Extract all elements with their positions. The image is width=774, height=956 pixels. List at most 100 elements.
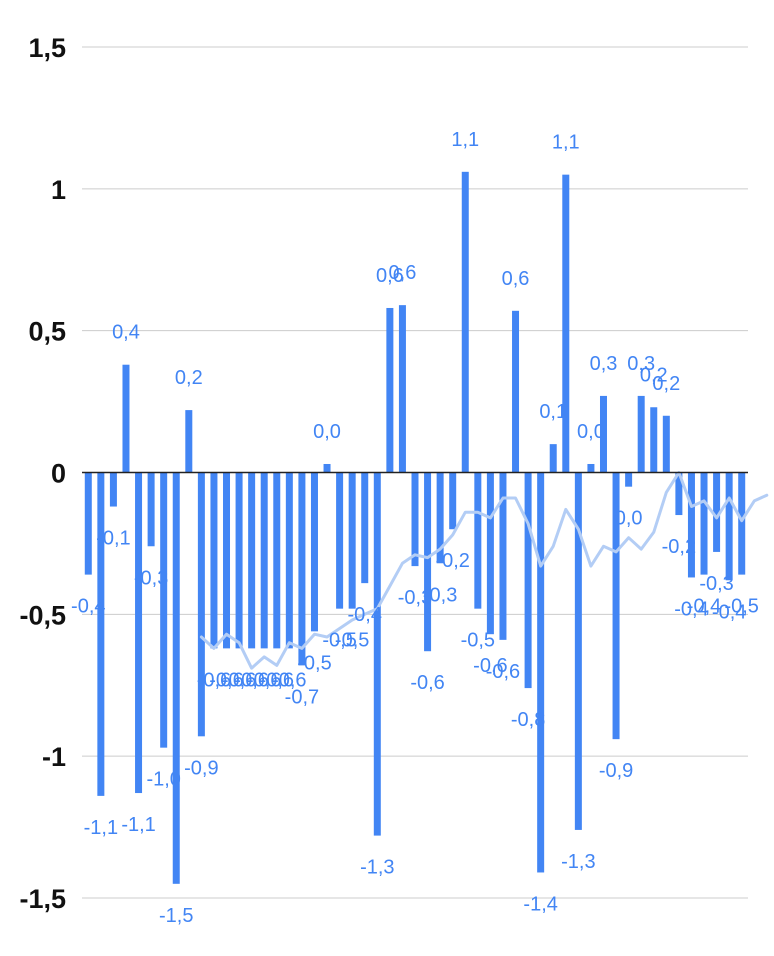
bar [260,472,268,649]
bar [637,395,645,473]
data-label: -0,6 [234,669,268,691]
data-label: 0,3 [590,353,618,375]
data-label: -0,5 [724,596,758,618]
bar [147,472,155,547]
bar [725,472,733,581]
data-label: -0,8 [511,709,545,731]
bar [273,472,281,649]
data-label: -0,2 [435,550,469,572]
bar [398,305,406,473]
bar [185,410,193,473]
gridlines [82,46,748,899]
bar [285,472,293,649]
bar [687,472,695,578]
bar [248,472,256,649]
bar [323,463,331,473]
data-label: -0,2 [662,536,696,558]
bar [449,472,457,530]
data-label: -0,3 [423,584,457,606]
data-label: 0,2 [652,373,680,395]
bar [122,364,130,473]
data-label: -1,3 [360,857,394,879]
bar [386,307,394,473]
bar [411,472,419,567]
bar [310,472,318,632]
bar [562,174,570,473]
data-label: -0,4 [674,598,708,620]
bar [713,472,721,552]
data-label: -0,6 [209,669,243,691]
bar [373,472,381,836]
bar [700,472,708,575]
bar [172,472,180,884]
bar [298,472,306,666]
y-tick-label: 0 [51,459,66,489]
bar [625,472,633,487]
y-tick-label: -1,5 [19,884,66,914]
y-tick-label: -1 [42,742,66,772]
data-label: -0,6 [260,669,294,691]
y-tick-label: 0,5 [28,317,66,347]
bar [223,472,231,649]
data-label: -0,4 [348,604,382,626]
y-tick-label: 1 [51,175,66,205]
bar [486,472,494,635]
data-label: -1,4 [523,893,557,915]
bar [235,472,243,649]
data-label: -1,3 [561,851,595,873]
trend-line [199,471,769,670]
data-label: -0,5 [335,630,369,652]
data-label: -0,3 [398,587,432,609]
data-label: -1,5 [159,905,193,927]
y-tick-label: -0,5 [19,600,66,630]
bar [599,395,607,473]
data-label: -0,9 [184,757,218,779]
bar [537,472,545,873]
bar [361,472,369,584]
data-label: 1,1 [552,132,580,154]
bar [662,415,670,473]
data-label: 0,0 [313,421,341,443]
data-label: -0,5 [461,630,495,652]
data-label: -0,1 [96,528,130,550]
data-label: -0,6 [486,661,520,683]
data-label: 0,4 [112,322,140,344]
bar [512,310,520,473]
bar [424,472,432,652]
data-label: -0,4 [687,596,721,618]
data-label: 0,2 [640,364,668,386]
data-label: -0,3 [699,573,733,595]
bar [524,472,532,689]
bar [436,472,444,564]
bar [109,472,117,507]
bar [97,472,105,796]
bar [160,472,168,748]
data-label: -0,5 [297,652,331,674]
data-label: -0,3 [134,567,168,589]
data-label: -1,1 [84,817,118,839]
bar [650,407,658,473]
data-label: -1,1 [121,814,155,836]
data-label: -1,0 [146,769,180,791]
bar [461,171,469,473]
data-label: -0,5 [322,630,356,652]
bar [210,472,218,649]
data-label: 0,3 [627,353,655,375]
data-label: 0,6 [376,265,404,287]
bar [587,463,595,473]
data-label: -0,6 [272,669,306,691]
data-label: -0,6 [473,655,507,677]
data-label: 0,0 [577,421,605,443]
bar [348,472,356,609]
data-label: 0,1 [539,401,567,423]
data-label: 1,1 [451,129,479,151]
bar [84,472,92,575]
bar [612,472,620,740]
bars [84,171,746,884]
data-label: -0,6 [197,669,231,691]
bar [499,472,507,640]
data-label: -0,4 [712,601,746,623]
data-label: 0,6 [502,268,530,290]
bar [738,472,746,575]
